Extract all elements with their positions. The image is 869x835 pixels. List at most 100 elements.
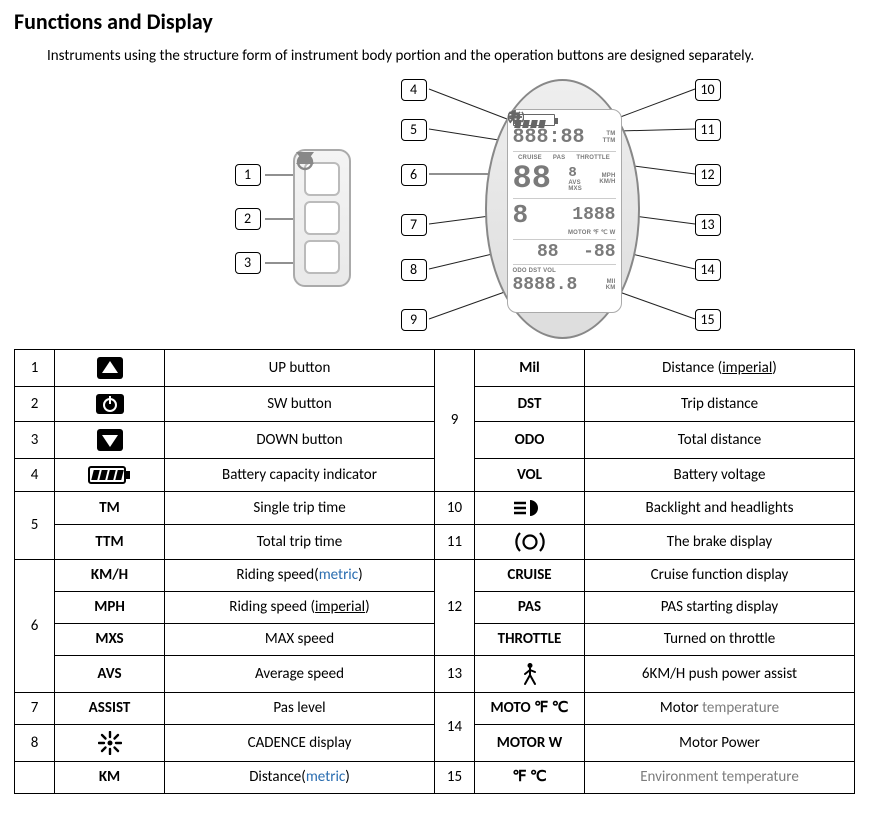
legend-desc: Backlight and headlights [585, 492, 855, 525]
legend-sym: ODO [475, 422, 585, 459]
lcd-pas: PAS [553, 155, 566, 161]
legend-sym: VOL [475, 459, 585, 492]
legend-desc: Total trip time [165, 525, 435, 560]
battery-icon [55, 459, 165, 492]
lcd-time: 888:88 [513, 128, 585, 148]
legend-desc: Motor Power [585, 725, 855, 762]
lcd-assist: 8 [513, 202, 529, 228]
callout-13: 13 [695, 214, 721, 236]
legend-desc: Battery voltage [585, 459, 855, 492]
legend-num: 3 [15, 422, 55, 459]
legend-desc: Motor temperature [585, 693, 855, 725]
cadence-icon [55, 725, 165, 762]
lcd-tm: TM [606, 131, 615, 137]
legend-desc: The brake display [585, 525, 855, 560]
page-title: Functions and Display [14, 8, 855, 35]
legend-num: 4 [15, 459, 55, 492]
legend-sym: ASSIST [55, 693, 165, 725]
legend-sym: KM [55, 762, 165, 794]
legend-num: 12 [435, 560, 475, 656]
legend-num: 9 [435, 350, 475, 492]
lcd-panel: 888:88 TMTTM CRUISE PAS THROTTLE 88 8 AV… [507, 109, 622, 313]
legend-desc: SW button [165, 387, 435, 422]
legend-desc: 6KM/H push power assist [585, 656, 855, 693]
brake-icon [475, 525, 585, 560]
legend-desc: Battery capacity indicator [165, 459, 435, 492]
legend-table: 1 UP button 9 Mil Distance (imperial) 2 … [14, 349, 855, 794]
legend-num: 13 [435, 656, 475, 693]
legend-sym: MOTOR W [475, 725, 585, 762]
power-button[interactable] [304, 201, 340, 235]
callout-6: 6 [401, 164, 427, 186]
legend-sym: DST [475, 387, 585, 422]
table-row: AVS Average speed 13 6KM/H push power as… [15, 656, 855, 693]
callout-15: 15 [695, 309, 721, 331]
legend-sym: MOTO ℉ ℃ [475, 693, 585, 725]
table-row: KM Distance(metric) 15 ℉ ℃ Environment t… [15, 762, 855, 794]
lcd-km: KM [606, 285, 616, 291]
diagram: 888:88 TMTTM CRUISE PAS THROTTLE 88 8 AV… [15, 79, 855, 339]
callout-12: 12 [695, 164, 721, 186]
intro-text: Instruments using the structure form of … [14, 41, 855, 71]
legend-sym: MPH [55, 592, 165, 624]
legend-num: 10 [435, 492, 475, 525]
legend-desc: Cruise function display [585, 560, 855, 592]
legend-desc: Single trip time [165, 492, 435, 525]
legend-num: 5 [15, 492, 55, 560]
table-row: 7 ASSIST Pas level 14 MOTO ℉ ℃ Motor tem… [15, 693, 855, 725]
legend-desc: Total distance [585, 422, 855, 459]
lcd-temp-b: 88 [594, 242, 616, 262]
table-row: 1 UP button 9 Mil Distance (imperial) [15, 350, 855, 387]
legend-desc: Riding speed (imperial) [165, 592, 435, 624]
lcd-speed-big: 88 [513, 163, 551, 195]
legend-num: 7 [15, 693, 55, 725]
callout-5: 5 [401, 119, 427, 141]
lcd-odo: 8888.8 [513, 276, 578, 294]
lcd-ttm: TTM [603, 138, 616, 144]
lcd-odo-lbl: ODO DST VOL [513, 268, 616, 274]
legend-sym: THROTTLE [475, 624, 585, 656]
legend-sym: PAS [475, 592, 585, 624]
legend-desc: Distance (imperial) [585, 350, 855, 387]
legend-desc: UP button [165, 350, 435, 387]
legend-desc: MAX speed [165, 624, 435, 656]
legend-num: 1 [15, 350, 55, 387]
legend-desc: CADENCE display [165, 725, 435, 762]
lcd-speed-small: 8 [568, 166, 576, 180]
display-pod: 888:88 TMTTM CRUISE PAS THROTTLE 88 8 AV… [485, 79, 640, 339]
callout-11: 11 [695, 119, 721, 141]
lcd-power: 1888 [572, 206, 615, 224]
callout-4: 4 [401, 79, 427, 101]
legend-num: 8 [15, 725, 55, 762]
legend-desc: PAS starting display [585, 592, 855, 624]
legend-sym: TM [55, 492, 165, 525]
table-row: 6 KM/H Riding speed(metric) 12 CRUISE Cr… [15, 560, 855, 592]
lights-icon [475, 492, 585, 525]
legend-sym: TTM [55, 525, 165, 560]
legend-desc: Distance(metric) [165, 762, 435, 794]
legend-desc: Environment temperature [585, 762, 855, 794]
up-icon [55, 350, 165, 387]
lcd-mxs: MXS [568, 186, 582, 192]
legend-num: 11 [435, 525, 475, 560]
down-button[interactable] [304, 240, 340, 274]
walk-icon [475, 656, 585, 693]
lcd-temp-a: 88 [537, 243, 559, 261]
callout-9: 9 [401, 309, 427, 331]
legend-sym: CRUISE [475, 560, 585, 592]
callout-14: 14 [695, 259, 721, 281]
down-icon [55, 422, 165, 459]
legend-sym: AVS [55, 656, 165, 693]
table-row: TTM Total trip time 11 The brake display [15, 525, 855, 560]
callout-7: 7 [401, 214, 427, 236]
legend-num [15, 762, 55, 794]
legend-num: 14 [435, 693, 475, 762]
callout-3: 3 [235, 252, 261, 274]
legend-num: 6 [15, 560, 55, 693]
power-icon [55, 387, 165, 422]
legend-sym: KM/H [55, 560, 165, 592]
callout-8: 8 [401, 259, 427, 281]
legend-sym: MXS [55, 624, 165, 656]
legend-desc: DOWN button [165, 422, 435, 459]
table-row: 5 TM Single trip time 10 Backlight and h… [15, 492, 855, 525]
